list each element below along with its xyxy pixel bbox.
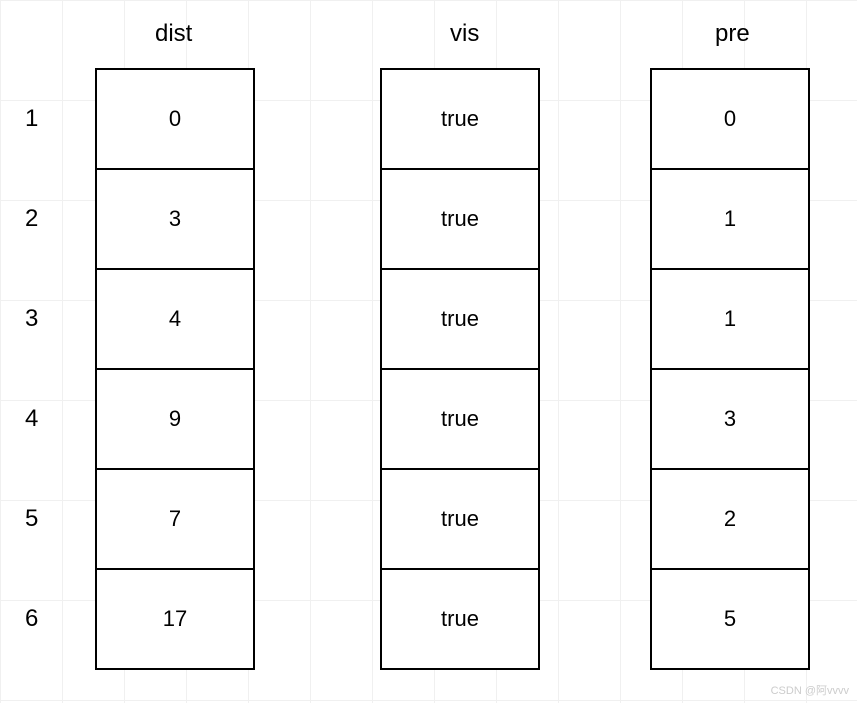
- cell-pre-2: 1: [652, 170, 808, 270]
- row-label-2: 2: [25, 205, 38, 233]
- cell-dist-6: 17: [97, 570, 253, 670]
- row-label-6: 6: [25, 605, 38, 633]
- header-vis: vis: [450, 20, 479, 48]
- row-label-4: 4: [25, 405, 38, 433]
- cell-pre-4: 3: [652, 370, 808, 470]
- row-label-3: 3: [25, 305, 38, 333]
- cell-vis-4: true: [382, 370, 538, 470]
- cell-vis-3: true: [382, 270, 538, 370]
- column-vis: true true true true true true: [380, 68, 540, 670]
- cell-dist-4: 9: [97, 370, 253, 470]
- column-dist: 0 3 4 9 7 17: [95, 68, 255, 670]
- cell-vis-6: true: [382, 570, 538, 670]
- cell-dist-3: 4: [97, 270, 253, 370]
- cell-pre-1: 0: [652, 70, 808, 170]
- row-label-1: 1: [25, 105, 38, 133]
- header-pre: pre: [715, 20, 750, 48]
- cell-pre-5: 2: [652, 470, 808, 570]
- row-label-5: 5: [25, 505, 38, 533]
- watermark: CSDN @阿vvvv: [771, 682, 849, 698]
- cell-dist-5: 7: [97, 470, 253, 570]
- cell-pre-3: 1: [652, 270, 808, 370]
- header-dist: dist: [155, 20, 192, 48]
- cell-dist-1: 0: [97, 70, 253, 170]
- cell-pre-6: 5: [652, 570, 808, 670]
- cell-vis-1: true: [382, 70, 538, 170]
- column-pre: 0 1 1 3 2 5: [650, 68, 810, 670]
- cell-vis-2: true: [382, 170, 538, 270]
- cell-dist-2: 3: [97, 170, 253, 270]
- cell-vis-5: true: [382, 470, 538, 570]
